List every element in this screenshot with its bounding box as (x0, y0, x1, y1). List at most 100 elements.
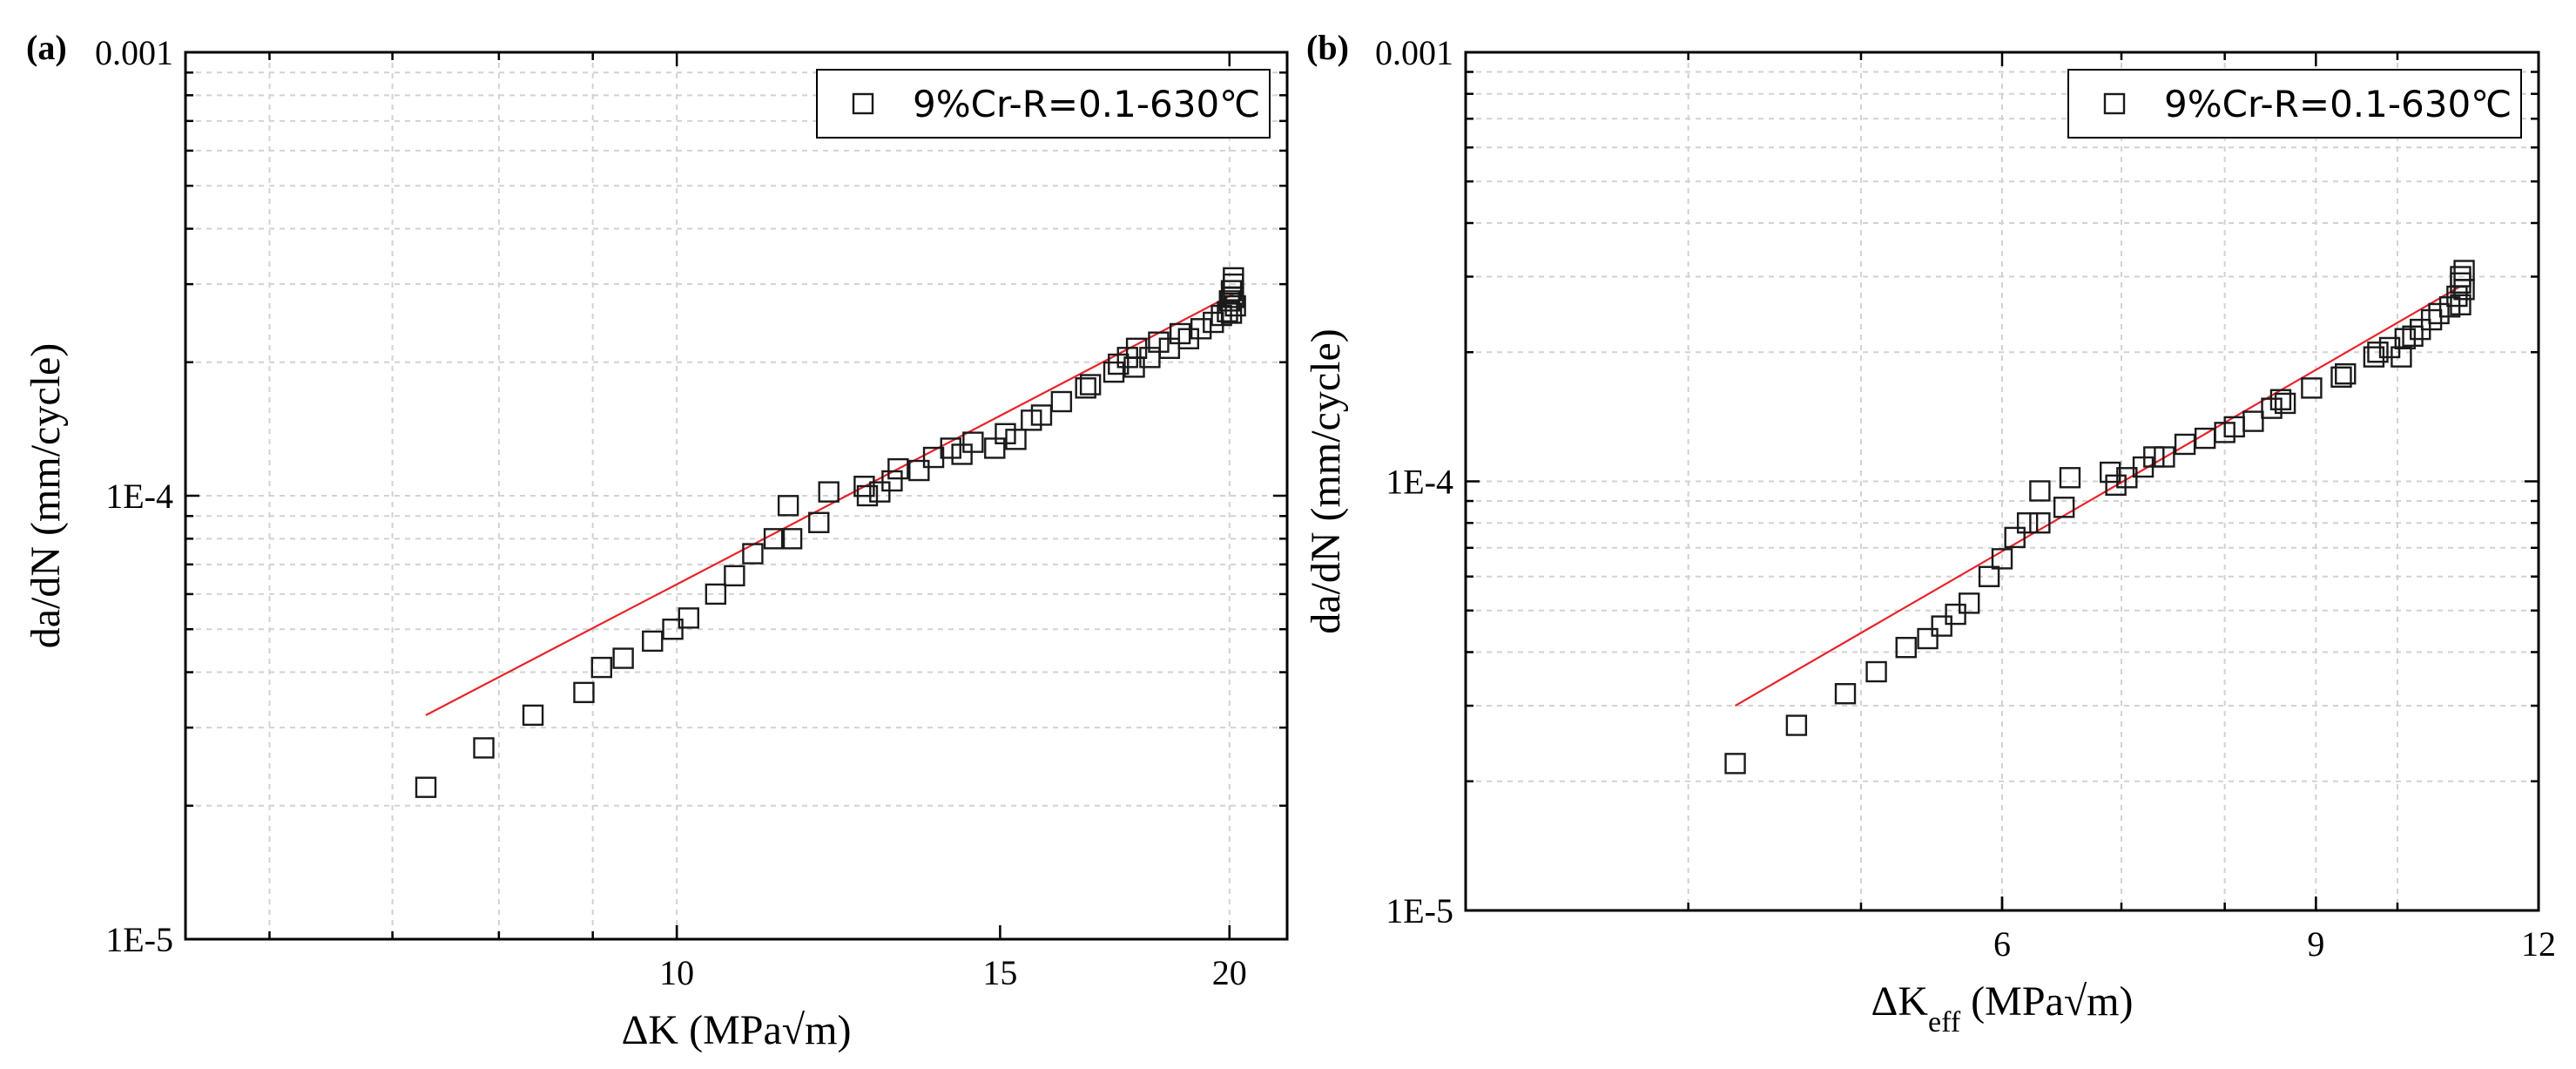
legend: 9%Cr-R=0.1-630℃ (2067, 69, 2522, 139)
data-point (1945, 603, 1966, 626)
data-point (1030, 404, 1053, 426)
data-point (2450, 294, 2471, 315)
data-point (2100, 461, 2121, 484)
x-tick-label: 15 (982, 953, 1017, 992)
plot-frame (184, 51, 1289, 941)
legend-box (816, 69, 1271, 139)
data-point (1834, 683, 1857, 705)
data-point (962, 431, 984, 453)
data-point (1223, 267, 1244, 289)
data-points (415, 267, 1246, 798)
data-point (763, 528, 786, 550)
data-point (612, 647, 634, 669)
data-point (2059, 467, 2081, 489)
panel-b: 6 9 12 1E-5 1E-4 0.001 ΔKeff (MPa√m) da/dN (mm/… (1303, 28, 2556, 1039)
data-point (856, 484, 879, 507)
data-point (984, 437, 1006, 459)
data-point (1220, 302, 1243, 324)
y-tick-label: 1E-4 (105, 477, 173, 516)
legend: 9%Cr-R=0.1-630℃ (816, 69, 1271, 139)
data-point (2269, 389, 2292, 410)
data-point (2438, 296, 2461, 318)
data-point (642, 630, 664, 653)
y-axis-title: da/dN (mm/cycle) (1303, 328, 1349, 634)
data-point (678, 607, 699, 629)
data-point (1005, 429, 1027, 450)
grid (1466, 52, 2539, 910)
data-point (1978, 565, 2000, 587)
data-point (1931, 615, 1952, 637)
legend-label: 9%Cr-R=0.1-630℃ (2164, 83, 2512, 125)
data-point (2367, 342, 2389, 363)
data-point (1203, 311, 1224, 334)
x-axis-title-unit: (MPa√m) (1960, 978, 2133, 1025)
data-point (2105, 474, 2127, 497)
data-point (2428, 302, 2450, 325)
x-axis-title: ΔKeff (MPa√m) (1871, 978, 2134, 1039)
data-point (2301, 377, 2323, 399)
x-axis-title-unit: (MPa√m) (678, 1007, 851, 1053)
data-point (777, 495, 799, 517)
data-point (705, 583, 727, 606)
data-point (1917, 627, 1939, 650)
data-point (2174, 433, 2196, 456)
data-point (2420, 308, 2443, 331)
data-point (1079, 374, 1102, 396)
ticks (1466, 52, 2540, 910)
data-point (473, 737, 495, 759)
data-point (2016, 512, 2039, 534)
x-axis-title-main: ΔK (1871, 978, 1929, 1025)
y-axis-title: da/dN (mm/cycle) (23, 343, 69, 649)
data-point (662, 619, 684, 640)
data-point (2335, 362, 2357, 385)
x-axis-title-main: ΔK (622, 1007, 679, 1053)
data-point (2242, 410, 2264, 432)
data-point (808, 511, 830, 533)
data-point (940, 437, 961, 459)
data-point (590, 656, 613, 679)
y-tick-label: 1E-4 (1386, 463, 1453, 502)
data-point (415, 776, 437, 798)
data-point (908, 459, 930, 482)
data-point (1224, 294, 1246, 317)
legend-box (2067, 69, 2522, 139)
data-point (2154, 446, 2175, 468)
data-point (2330, 366, 2352, 389)
data-point (1190, 318, 1212, 340)
data-points (1724, 260, 2475, 775)
data-point (1075, 377, 1096, 399)
ticks (185, 52, 1287, 939)
data-point (1991, 548, 2013, 570)
data-point (1958, 592, 1980, 614)
data-point (1865, 660, 1887, 683)
legend-marker (852, 92, 874, 115)
data-point (1103, 361, 1125, 383)
data-point (2116, 467, 2138, 489)
data-point (2053, 497, 2075, 518)
data-point (742, 543, 764, 565)
data-point (2453, 260, 2475, 281)
data-point (1724, 753, 1746, 775)
y-tick-label: 0.001 (95, 33, 173, 72)
y-tick-label: 1E-5 (105, 920, 173, 959)
data-point (2450, 266, 2471, 288)
x-tick-label: 12 (2521, 924, 2556, 964)
y-tick-label: 1E-5 (1386, 891, 1453, 930)
data-point (881, 470, 903, 492)
data-point (2004, 526, 2026, 549)
x-tick-label: 6 (1993, 924, 2011, 964)
data-point (951, 443, 973, 465)
panel-label: (b) (1306, 28, 1349, 67)
legend-label: 9%Cr-R=0.1-630℃ (913, 83, 1260, 125)
data-point (887, 457, 909, 480)
y-tick-label: 0.001 (1375, 33, 1453, 72)
data-point (1895, 637, 1917, 659)
data-point (2274, 392, 2296, 415)
fit-line (1734, 285, 2462, 707)
data-point (1050, 390, 1073, 413)
data-point (1217, 301, 1238, 322)
data-point (818, 481, 840, 503)
x-tick-label: 10 (659, 953, 694, 992)
x-axis-title: ΔK (MPa√m) (622, 1007, 852, 1053)
